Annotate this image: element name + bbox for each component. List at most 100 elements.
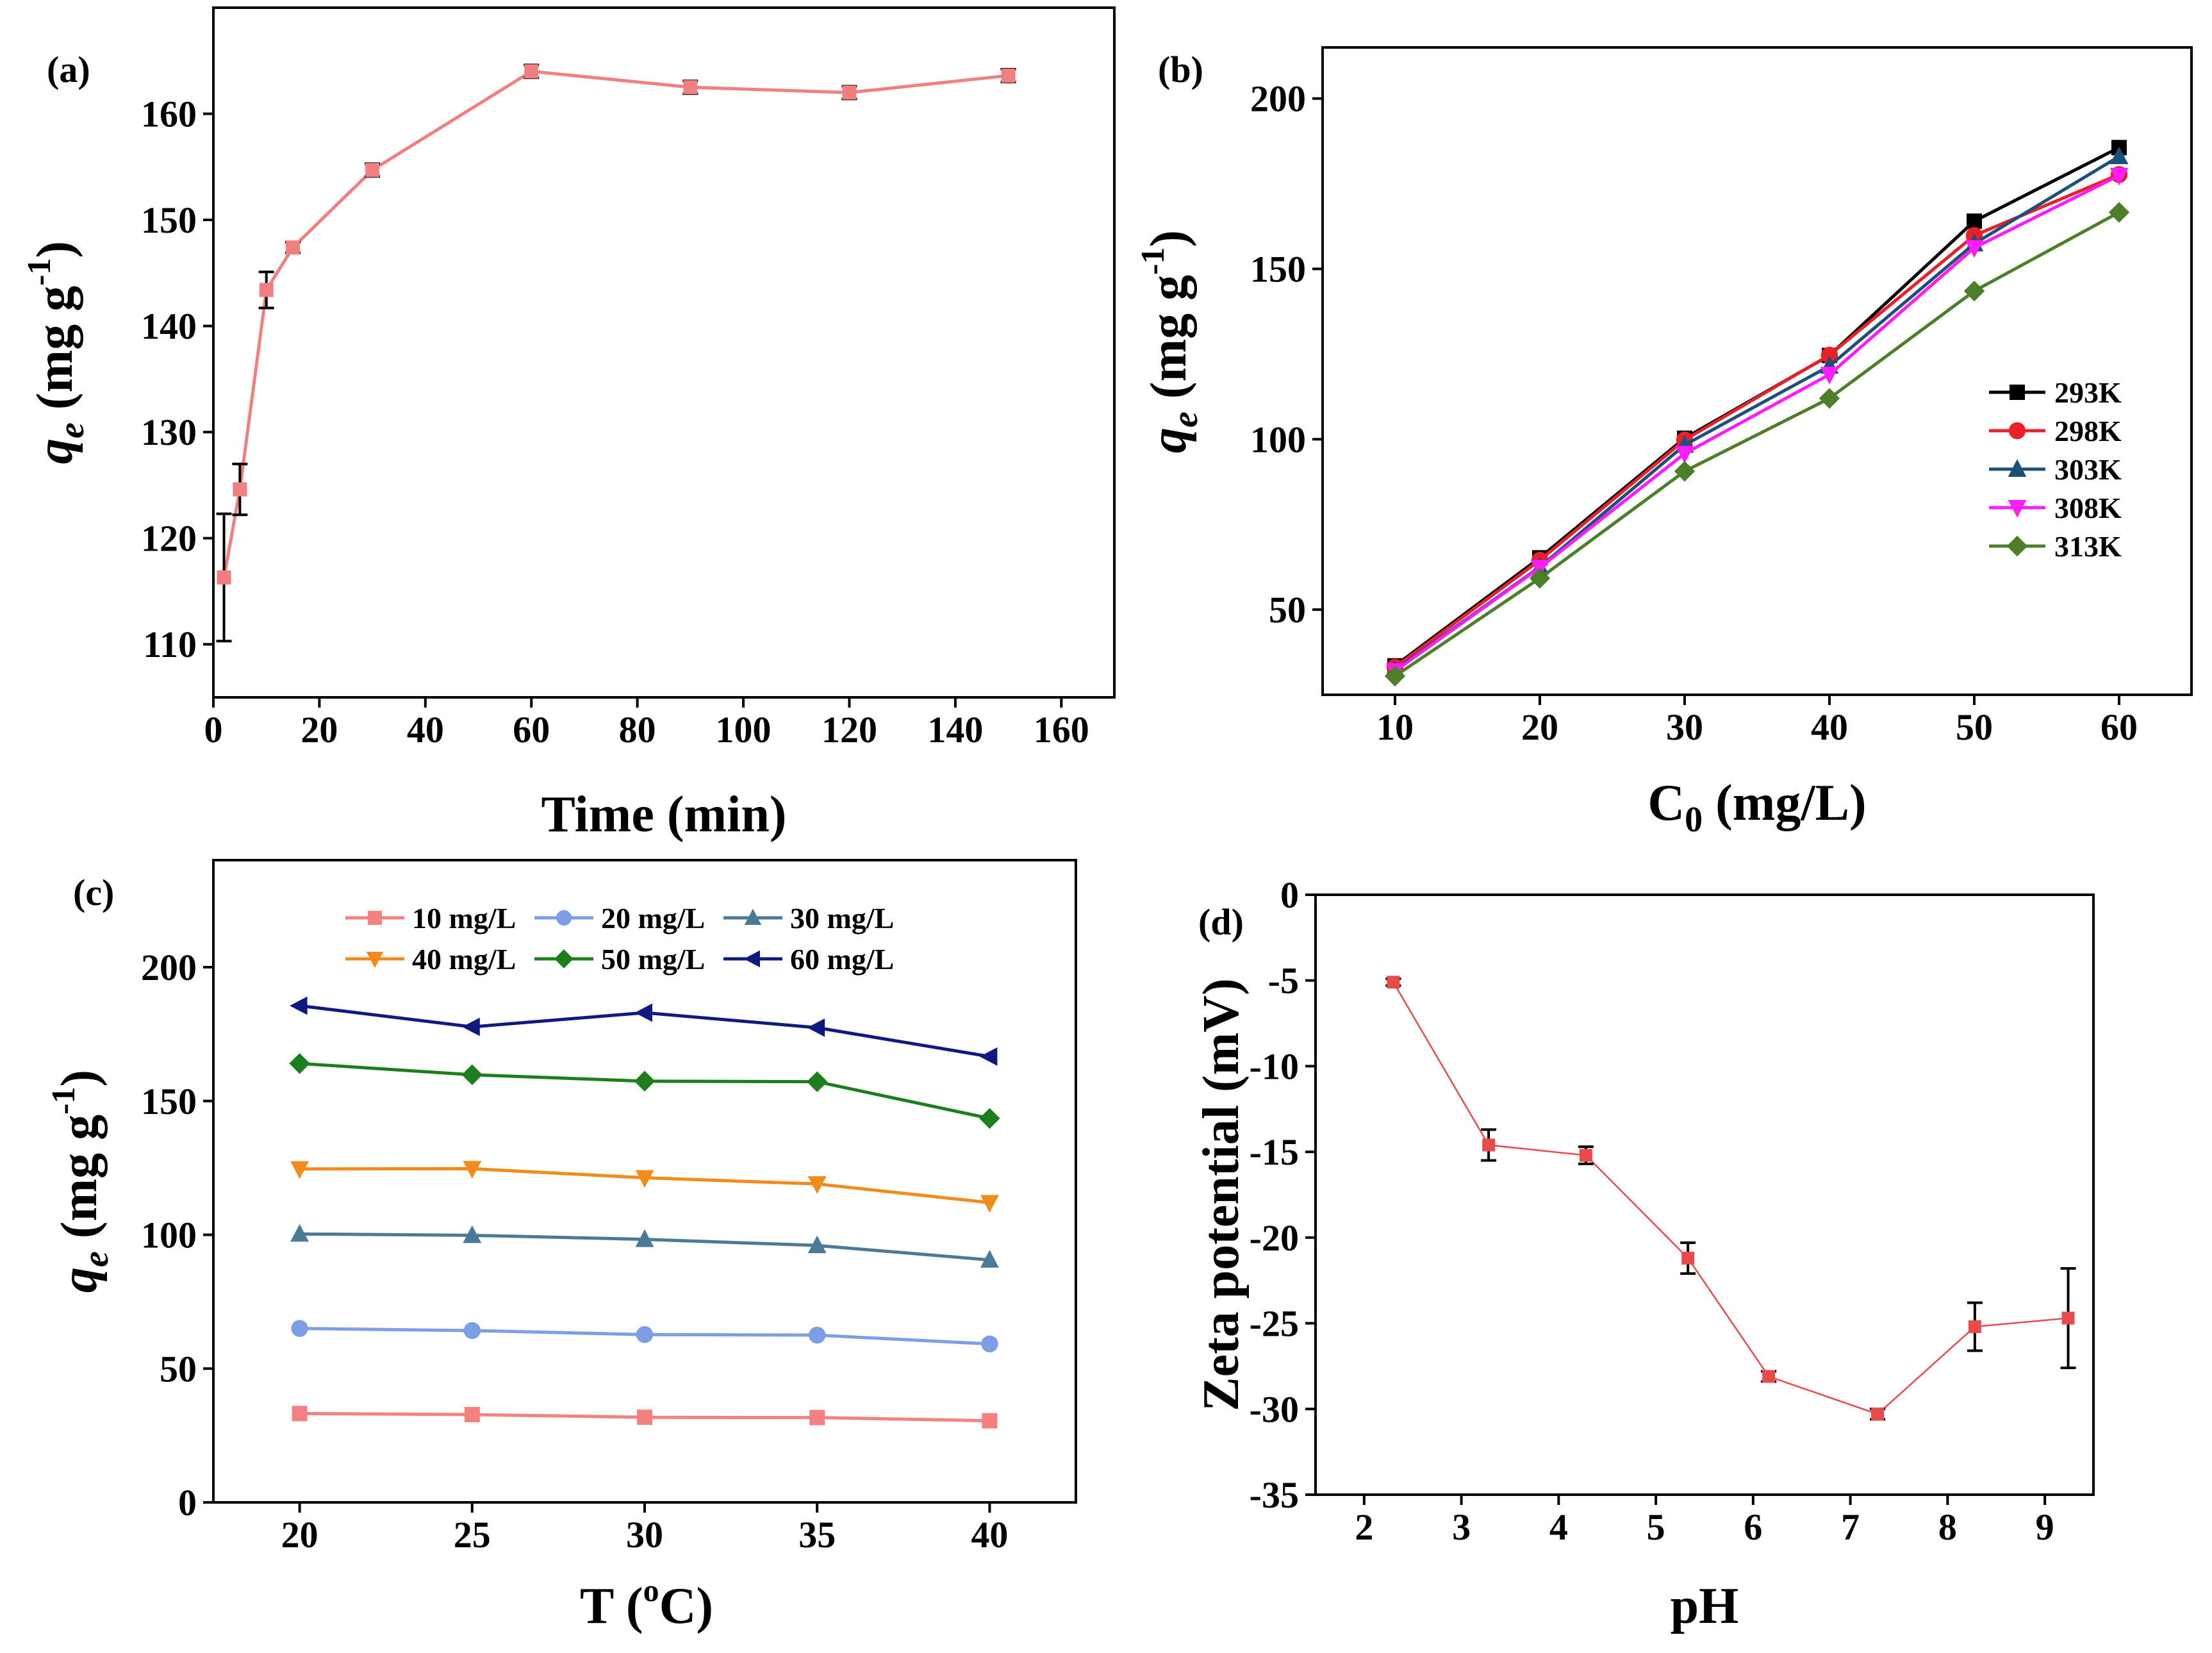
data-point	[979, 1108, 1000, 1129]
legend-marker	[2008, 459, 2027, 477]
data-point	[1579, 1149, 1592, 1162]
y-tick-label: 50	[160, 1348, 197, 1390]
x-label-rest-b: (mg/L)	[1703, 775, 1867, 831]
data-point	[809, 1326, 826, 1344]
y-label-sub-a: e	[52, 422, 92, 438]
data-point	[807, 1235, 827, 1254]
y-tick-label: -35	[1250, 1474, 1299, 1516]
series-line-298k	[1394, 172, 2120, 669]
y-ticks-b: 50 100 150 200	[1250, 78, 1323, 631]
x-tick-label: 40	[1811, 706, 1848, 748]
x-tick-label: 2	[1355, 1506, 1373, 1548]
data-point	[1387, 976, 1400, 989]
legend-marker	[2008, 500, 2027, 518]
data-point	[290, 996, 308, 1015]
y-tick-label: 50	[1269, 589, 1306, 631]
y-tick-label: 100	[141, 1215, 197, 1256]
legend-marker	[554, 949, 574, 968]
x-tick-label: 0	[204, 709, 223, 751]
data-point	[1820, 346, 1838, 364]
data-point	[2109, 146, 2129, 165]
data-point	[683, 80, 698, 95]
series-b	[1384, 140, 2130, 686]
x-label-main-b: C	[1647, 775, 1685, 831]
panel-a: (a) 0 20 40 60 80 100 120 140 160 110 120 130 140 15…	[21, 6, 1116, 843]
data-point	[292, 1406, 308, 1422]
y-label-sup-a: -1	[21, 258, 58, 286]
x-tick-label: 60	[2101, 706, 2138, 748]
y-label-sub-c: e	[76, 1251, 116, 1267]
y-label-q-b: q	[1141, 428, 1197, 453]
data-point	[286, 240, 301, 255]
legend-c: 10 mg/L 20 mg/L 30 mg/L 40 mg/L 50 mg/L 60 mg…	[345, 902, 894, 976]
legend-label: 303K	[2054, 453, 2122, 486]
data-point	[365, 163, 380, 178]
x-tick-label: 25	[454, 1514, 491, 1556]
data-point	[462, 1017, 480, 1036]
legend-label: 308K	[2054, 492, 2122, 524]
x-tick-label: 20	[1521, 706, 1558, 748]
legend-label: 20 mg/L	[601, 902, 705, 934]
data-point	[461, 1064, 483, 1086]
data-point	[1819, 388, 1840, 409]
data-point	[2109, 167, 2129, 186]
legend-label: 60 mg/L	[790, 943, 894, 976]
panel-c: (c) 20 25 30 35 40 0 50 100 150 200 10 mg/L 20 mg…	[45, 859, 1077, 1634]
y-tick-label: 150	[141, 199, 197, 241]
series-line-308k	[1394, 174, 2120, 672]
y-tick-label: 200	[141, 947, 197, 988]
x-tick-label: 60	[513, 709, 550, 751]
x-tick-label: 6	[1744, 1506, 1762, 1548]
x-tick-label: 80	[619, 709, 656, 751]
data-point	[982, 1413, 998, 1429]
legend-marker	[743, 950, 760, 968]
data-point	[524, 64, 539, 79]
data-point	[807, 1018, 825, 1037]
legend-label: 293K	[2054, 376, 2122, 409]
data-point	[635, 1170, 654, 1188]
y-tick-label: 110	[143, 624, 197, 665]
legend-marker	[2008, 422, 2026, 440]
data-point	[1963, 280, 1985, 302]
y-label-close-c: )	[51, 1070, 108, 1087]
series-line-zeta	[1392, 981, 2068, 1415]
panel-label-a: (a)	[47, 49, 90, 90]
data-point	[809, 1409, 825, 1425]
y-tick-label: -30	[1250, 1388, 1299, 1430]
legend-label: 298K	[2054, 415, 2122, 447]
data-point	[217, 570, 231, 585]
y-label-sup-b: -1	[1135, 247, 1171, 275]
data-point	[1674, 461, 1696, 482]
x-tick-label: 40	[407, 709, 444, 751]
legend-marker	[366, 952, 384, 968]
data-point	[635, 1229, 654, 1247]
x-label-main-c: T (	[580, 1578, 643, 1634]
data-point	[463, 1322, 481, 1340]
x-axis-label-d: pH	[1671, 1578, 1739, 1634]
y-tick-label: 130	[141, 411, 197, 453]
x-tick-label: 10	[1376, 706, 1414, 748]
y-tick-label: -25	[1250, 1303, 1299, 1345]
legend-label: 30 mg/L	[790, 902, 894, 934]
data-point	[463, 1225, 482, 1243]
data-point	[807, 1176, 827, 1194]
legend-marker	[556, 910, 572, 926]
y-tick-label: -15	[1250, 1131, 1299, 1173]
legend-marker	[744, 908, 762, 925]
y-tick-label: 120	[141, 518, 197, 560]
y-label-unit-a: (mg g	[27, 286, 83, 422]
x-tick-label: 120	[821, 709, 877, 751]
x-label-sub-b: 0	[1685, 800, 1703, 840]
legend-b: 293K 298K 303K 308K 313K	[1989, 376, 2122, 563]
data-point	[1001, 68, 1016, 83]
x-tick-label: 40	[971, 1514, 1008, 1556]
data-point	[1965, 240, 1984, 258]
plot-frame-d	[1314, 893, 2095, 1496]
data-point	[1675, 445, 1694, 464]
series-c	[289, 996, 1000, 1429]
data-point	[1384, 665, 1406, 686]
x-tick-label: 140	[927, 709, 983, 751]
x-axis-label-b: C0 (mg/L)	[1647, 775, 1866, 840]
data-point	[980, 1195, 999, 1213]
